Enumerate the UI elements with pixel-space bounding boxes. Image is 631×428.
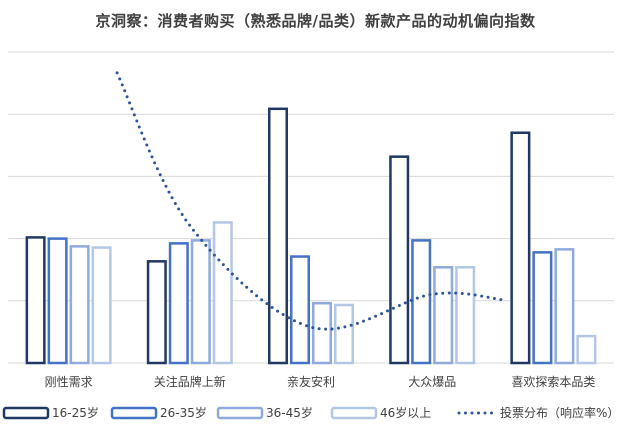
category-label: 关注品牌上新 (154, 374, 226, 389)
legend-swatch (216, 406, 264, 420)
category-label: 亲友安利 (287, 374, 335, 389)
bar (433, 266, 454, 365)
bar (190, 239, 211, 365)
category-label: 喜欢探索本品类 (511, 374, 595, 389)
legend-label: 投票分布（响应率%） (500, 405, 619, 420)
bar (268, 107, 288, 365)
bar (47, 237, 68, 365)
bar (146, 260, 167, 365)
bar (576, 334, 597, 365)
bar (69, 245, 90, 365)
category-label: 大众爆品 (408, 375, 456, 389)
category-label: 刚性需求 (45, 375, 93, 389)
bar (290, 255, 310, 365)
legend-label: 16-25岁 (52, 405, 99, 420)
bar (212, 221, 233, 365)
chart-title: 京洞察：消费者购买（熟悉品牌/品类）新款产品的动机偏向指数 (95, 12, 536, 30)
legend-swatch (110, 406, 158, 420)
bar (532, 251, 553, 365)
bars (25, 107, 597, 365)
legend-label: 26-35岁 (160, 405, 207, 420)
category-labels: 刚性需求 关注品牌上新 亲友安利 大众爆品 喜欢探索本品类 (45, 374, 596, 389)
legend-swatch (330, 406, 378, 420)
legend-swatch (2, 406, 50, 420)
bar (554, 248, 575, 365)
bar (168, 242, 189, 365)
bar (389, 155, 410, 365)
bar (312, 301, 332, 365)
legend-label: 36-45岁 (266, 405, 313, 420)
bar (91, 246, 112, 365)
bar (25, 236, 46, 365)
legend: 16-25岁 26-35岁 36-45岁 46岁以上 投票分布（响应率%） (2, 405, 619, 420)
bar (411, 239, 432, 365)
bar (334, 303, 354, 365)
legend-label: 46岁以上 (380, 405, 431, 420)
bar (510, 131, 531, 365)
bar (455, 266, 476, 365)
